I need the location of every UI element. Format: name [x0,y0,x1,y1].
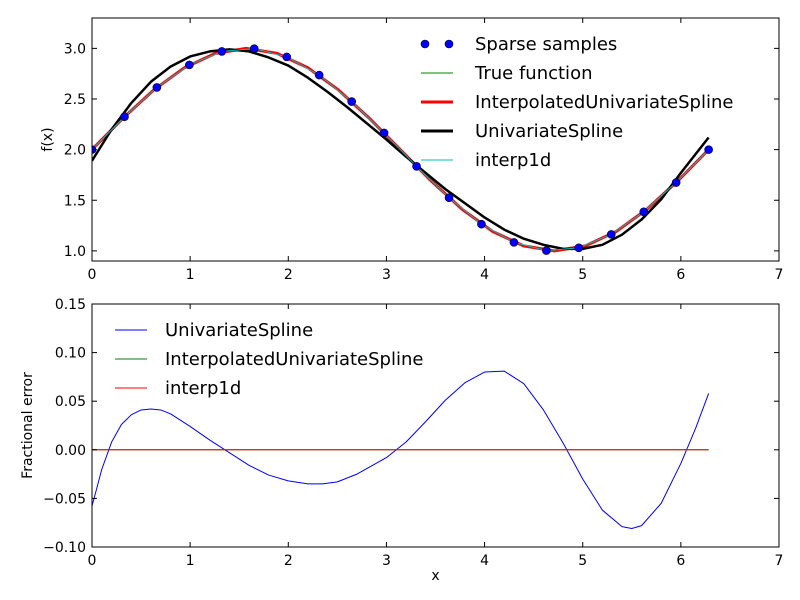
y-tick-label: 2.0 [64,143,86,159]
bottom-y-axis-label: Fractional error [20,372,36,479]
y-tick-label: 0.00 [55,443,86,459]
sample-point [574,243,584,253]
top-ticks: 0 1 2 3 4 5 6 7 1.0 1.5 2.0 2.5 3.0 [64,18,784,283]
y-tick-label: 1.0 [64,244,86,260]
top-plot-area [92,44,713,255]
legend-marker [420,39,430,49]
x-tick-label: 3 [382,267,391,283]
x-tick-label: 7 [775,267,784,283]
x-tick-label: 0 [88,553,97,569]
sample-point [249,44,259,53]
sample-point [314,70,324,80]
sample-point [412,162,421,171]
y-tick-label: 2.5 [64,92,86,108]
bottom-plot-area [92,370,710,530]
sample-point [347,97,356,106]
legend-label: InterpolatedUnivariateSpline [165,349,423,370]
series-line-interp1d [92,48,709,252]
x-tick-label: 1 [186,267,195,283]
x-tick-label: 5 [578,267,587,283]
y-tick-label: 0.15 [55,297,86,313]
series-line-univariatespline [92,48,710,251]
y-tick-label: 0.05 [55,394,86,410]
x-tick-label: 4 [480,267,489,283]
top-legend: Sparse samples True function InterpolatedU… [420,34,733,171]
sample-point [477,219,486,229]
sample-point [379,128,389,138]
x-tick-label: 6 [676,267,685,283]
legend-label: interp1d [165,378,241,399]
y-tick-label: −0.10 [43,540,86,556]
x-tick-label: 4 [480,553,489,569]
sample-point [704,145,713,154]
bottom-axes-frame [91,303,780,548]
legend-label: interp1d [475,150,551,171]
x-tick-label: 2 [284,267,293,283]
sample-point [509,238,519,247]
x-tick-label: 0 [88,267,97,283]
x-tick-label: 5 [578,553,587,569]
sample-point [606,230,616,239]
y-tick-label: 3.0 [64,41,86,57]
sample-point [185,60,194,70]
x-tick-label: 6 [676,553,685,569]
sample-point [542,246,551,255]
top-axes-frame [91,17,780,262]
sample-point [217,47,227,56]
x-tick-label: 7 [775,553,784,569]
sample-point [282,52,292,62]
y-tick-label: 1.5 [64,193,86,209]
sample-point [152,83,162,92]
legend-label: UnivariateSpline [475,121,623,142]
bottom-ticks: 0 1 2 3 4 5 6 7 −0.10 −0.05 0.00 0.05 0.10 0.15 [43,297,783,569]
y-tick-label: −0.05 [43,491,86,507]
legend-label: True function [474,63,592,84]
series-line-univariatespline [92,370,710,530]
x-tick-label: 3 [382,553,391,569]
x-tick-label: 2 [284,553,293,569]
top-y-axis-label: f(x) [40,127,56,151]
legend-marker [444,39,454,49]
bottom-x-axis-label: x [431,568,439,584]
sample-point [444,193,454,203]
top-subplot: 0 1 2 3 4 5 6 7 1.0 1.5 2.0 2.5 3.0 f(x) Sparse samp… [40,17,784,283]
x-tick-label: 1 [186,553,195,569]
bottom-legend: UnivariateSpline InterpolatedUnivariateSp… [115,320,423,399]
legend-label: Sparse samples [475,34,617,55]
legend-label: UnivariateSpline [165,320,313,341]
sample-point [639,207,649,217]
legend-label: InterpolatedUnivariateSpline [475,92,733,113]
sample-point [120,112,129,122]
y-tick-label: 0.10 [55,346,86,362]
sample-point [671,178,681,187]
bottom-subplot: 0 1 2 3 4 5 6 7 −0.10 −0.05 0.00 0.05 0.10 0.15 Fract… [20,297,783,584]
